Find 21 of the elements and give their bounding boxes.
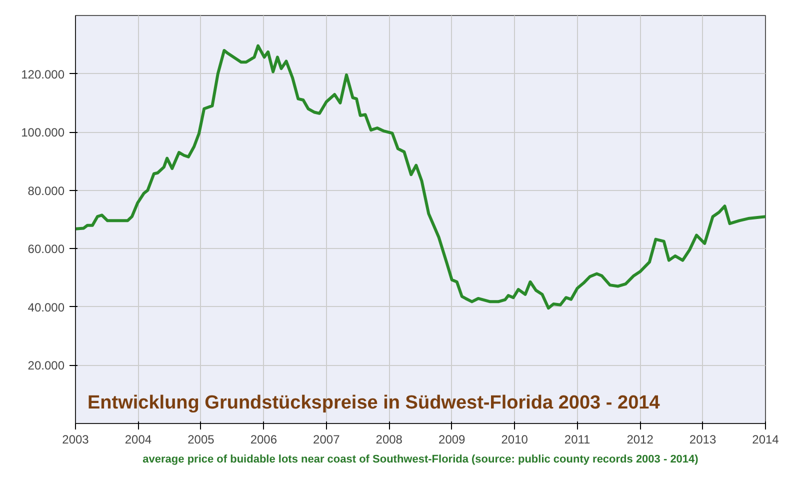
y-tick-label: 120.000: [21, 67, 65, 82]
x-tick-label: 2006: [250, 432, 278, 446]
x-tick-label: 2005: [188, 432, 215, 446]
line-series: [76, 44, 766, 310]
x-tick-label: 2004: [124, 432, 152, 446]
x-tick-label: 2014: [752, 432, 780, 446]
y-tick-label: 100.000: [21, 126, 65, 140]
text: Entwicklung Grundstückspreise in Südwest-Florida 2003 - 2014: [88, 392, 660, 414]
y-tick-label: 80.000: [28, 184, 65, 198]
x-tick-label: 2011: [564, 432, 591, 446]
y-tick-label: 20.000: [28, 358, 65, 373]
x-tick-label: 2010: [501, 432, 528, 446]
y-tick-label: 40.000: [28, 300, 65, 314]
text: average price of buidable lots near coast of Southwest-Florida (source: public county records 2003 - 2014): [142, 454, 699, 466]
x-tick-label: 2008: [376, 432, 403, 446]
y-tick-label: 60.000: [28, 242, 65, 256]
x-tick-label: 2012: [626, 432, 654, 446]
x-tick-label: 2013: [689, 432, 716, 446]
x-tick-label: 2009: [438, 432, 466, 446]
x-tick-label: 2007: [313, 432, 340, 446]
x-tick-label: 2003: [62, 432, 90, 446]
